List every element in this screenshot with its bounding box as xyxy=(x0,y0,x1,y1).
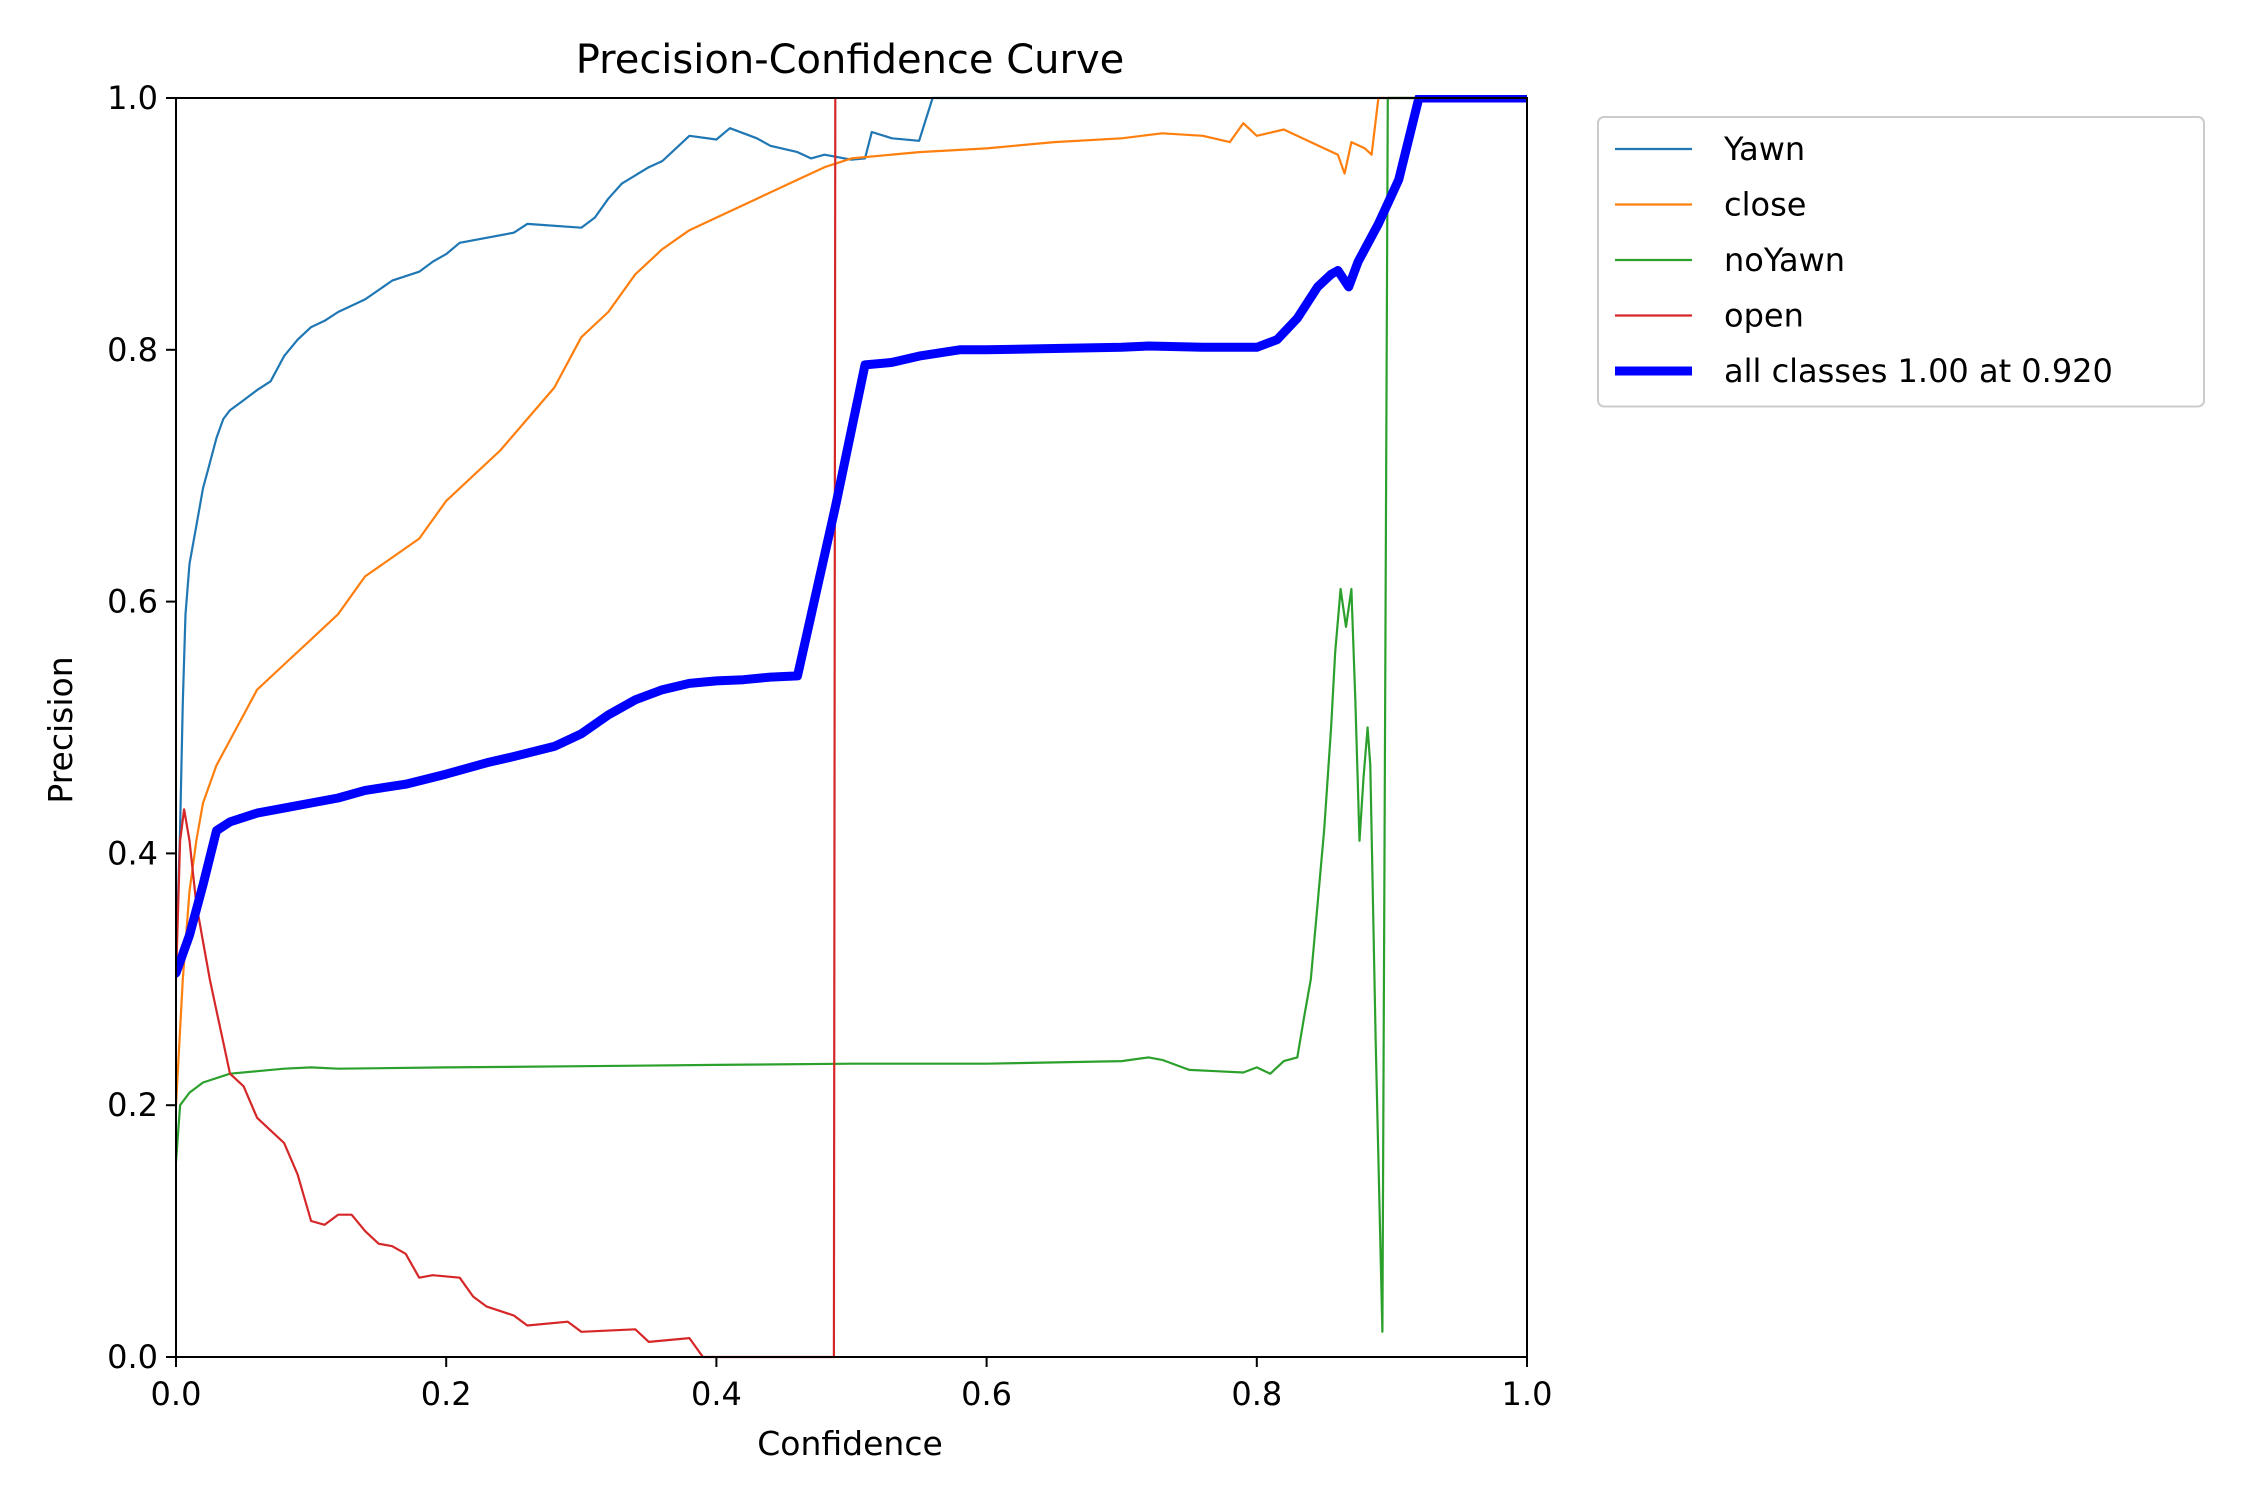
legend-label: all classes 1.00 at 0.920 xyxy=(1724,352,2113,390)
legend: Yawn close noYawn open all classes 1.00 at 0… xyxy=(1597,116,2205,408)
legend-label: Yawn xyxy=(1723,130,1805,168)
x-tick-label: 1.0 xyxy=(1502,1375,1553,1413)
y-tick-label: 0.4 xyxy=(107,834,158,872)
y-tick-label: 0.6 xyxy=(107,583,158,621)
axis-ticks: 0.0 0.2 0.4 0.6 0.8 1.0 0.0 0.2 0.4 0.6 0.8 1.0 xyxy=(107,79,1552,1413)
x-tick-label: 0.6 xyxy=(961,1375,1012,1413)
series-lines xyxy=(176,95,1527,1359)
x-tick-label: 0.2 xyxy=(421,1375,472,1413)
x-axis-label: Confidence xyxy=(757,1424,943,1463)
x-tick-label: 0.4 xyxy=(691,1375,742,1413)
y-axis-label: Precision xyxy=(41,656,80,803)
x-tick-label: 0.0 xyxy=(151,1375,202,1413)
series-line-4 xyxy=(176,95,1527,978)
x-tick-label: 0.8 xyxy=(1231,1375,1282,1413)
chart-title: Precision-Confidence Curve xyxy=(576,37,1125,83)
legend-label: close xyxy=(1724,186,1806,224)
y-tick-label: 0.2 xyxy=(107,1086,158,1124)
legend-label: open xyxy=(1724,297,1804,335)
y-tick-label: 1.0 xyxy=(107,79,158,117)
series-line-0 xyxy=(176,96,1527,967)
y-tick-label: 0.8 xyxy=(107,331,158,369)
legend-label: noYawn xyxy=(1724,241,1845,279)
plot-area xyxy=(175,95,1528,1359)
axes-frame xyxy=(175,97,1528,1358)
series-line-3 xyxy=(176,97,837,1359)
legend-frame xyxy=(1597,116,2205,408)
series-line-1 xyxy=(176,96,1527,1106)
y-tick-label: 0.0 xyxy=(107,1338,158,1376)
series-line-2 xyxy=(176,96,1527,1333)
